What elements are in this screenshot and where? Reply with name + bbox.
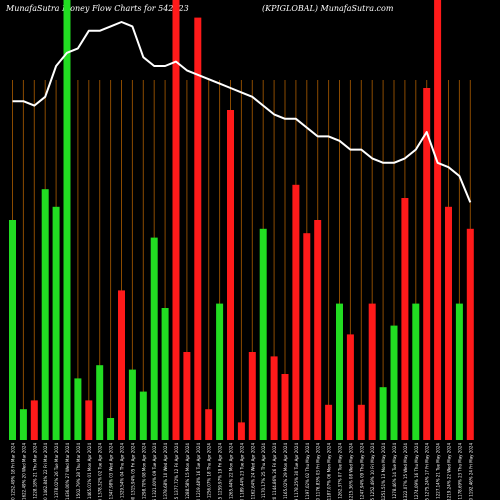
money-flow-bar: [19, 409, 27, 440]
money-flow-bar: [445, 206, 452, 440]
money-flow-bar: [259, 228, 267, 440]
x-tick-label: 489.15 1288.58% 15 Mon Apr 2024: [185, 443, 190, 500]
money-flow-bar: [9, 220, 16, 440]
chart-title-left: MunafaSutra Money Flow Charts for 542323: [6, 4, 189, 13]
money-flow-bar: [270, 356, 278, 440]
x-tick-label: 426.35 1275.24% 17 Fri May 2024: [425, 443, 430, 500]
x-tick-label: 421.55 1215.36% 08 Wed May 2024: [348, 443, 353, 500]
money-flow-bar: [139, 391, 147, 440]
x-tick-label: 426.90 1622.49% 20 Wed Mar 2024: [21, 443, 26, 500]
money-flow-bar: [303, 233, 311, 440]
x-tick-label: 410.70 1252.49% 18 Fri Mar 2024: [11, 443, 16, 500]
money-flow-bar: [292, 184, 300, 440]
bars-layer: [9, 0, 474, 440]
money-flow-bar: [183, 352, 191, 440]
money-flow-bar: [41, 189, 49, 440]
x-tick-label: 504.95 1378.02% 26 Tue Mar 2024: [54, 443, 59, 500]
money-flow-bar: [74, 378, 82, 440]
x-tick-label: 473.00 1189.44% 23 Tue Apr 2024: [239, 443, 244, 500]
money-flow-bar: [107, 418, 115, 440]
money-flow-bar: [248, 352, 256, 440]
x-tick-label: 384.30 1227.14% 21 Tue May 2024: [436, 443, 441, 500]
x-tick-label: 552.20 1378.68% 10 Wed Apr 2024: [163, 443, 168, 500]
money-flow-bar: [128, 369, 136, 440]
money-flow-bar: [455, 303, 463, 440]
x-tick-labels: 410.70 1252.49% 18 Fri Mar 2024 426.90 16…: [11, 443, 474, 500]
money-flow-bar: [96, 365, 104, 440]
money-flow-bar: [205, 409, 213, 440]
money-flow-bar: [161, 308, 169, 440]
x-tick-label: 458.49 1178.25% 30 Tue Apr 2024: [294, 443, 299, 500]
x-tick-label: 431.20 1278.46% 14 Tue May 2024: [392, 443, 397, 500]
x-tick-label: 593.10 1502.79% 28 Thu Mar 2024: [76, 443, 81, 500]
x-tick-label: 448.39 1322.07% 15 Wed May 2024: [403, 443, 408, 500]
money-flow-bar: [466, 228, 474, 440]
money-flow-bar: [346, 334, 354, 440]
money-flow-bar: [434, 0, 442, 440]
x-tick-label: 376.40 1192.46% 24 Fri May 2024: [468, 443, 473, 500]
x-tick-label: 421.75 1252.49% 10 Fri May 2024: [370, 443, 375, 500]
x-tick-label: 521.15 1377.72% 12 Fri Apr 2024: [174, 443, 179, 500]
x-tick-label: 426.00 1228.18% 21 Thu Mar 2024: [32, 443, 37, 500]
x-tick-label: 591.30 1465.01% 01 Mon Apr 2024: [87, 443, 92, 500]
x-tick-label: 475.50 1462.84% 22 Fri Mar 2024: [43, 443, 48, 500]
x-tick-label: 413.40 1251.51% 13 Mon May 2024: [381, 443, 386, 500]
x-tick-label: 448.28 1187.07% 06 Mon May 2024: [327, 443, 332, 500]
x-tick-label: 464.20 1144.86% 26 Fri Apr 2024: [272, 443, 277, 500]
x-tick-label: 450.50 1176.83% 03 Fri May 2024: [316, 443, 321, 500]
money-flow-bar: [281, 374, 289, 440]
money-flow-bar: [368, 303, 376, 440]
price-line: [12, 21, 472, 203]
money-flow-bar: [194, 17, 202, 440]
x-tick-label: 558.70 1347.98% 03 Wed Apr 2024: [109, 443, 114, 500]
money-flow-bar: [85, 400, 93, 440]
x-tick-label: 435.25 1262.37% 07 Tue May 2024: [338, 443, 343, 500]
money-flow-bar: [336, 303, 343, 440]
money-flow-bar: [412, 303, 420, 440]
money-flow-bar: [423, 88, 431, 440]
line-layer: [12, 21, 472, 203]
money-flow-bar: [314, 220, 322, 440]
x-tick-label: 516.00 1436.00% 27 Wed Mar 2024: [65, 443, 70, 500]
x-tick-label: 479.85 1265.44% 22 Mon Apr 2024: [229, 443, 234, 500]
x-tick-label: 386.75 1219.24% 22 Wed May 2024: [447, 443, 452, 500]
money-flow-bar: [172, 0, 180, 440]
x-tick-label: 459.48 1165.02% 29 Mon Apr 2024: [283, 443, 288, 500]
money-flow-bar: [357, 404, 365, 440]
money-flow-bar: [325, 404, 333, 440]
x-tick-label: 553.00 1315.94% 05 Fri Apr 2024: [130, 443, 135, 500]
money-flow-bar: [401, 198, 409, 440]
x-tick-label: 379.00 1178.69% 23 Thu May 2024: [457, 443, 462, 500]
x-tick-label: 473.90 1219.48% 16 Tue Apr 2024: [196, 443, 201, 500]
x-tick-label: 552.40 1329.54% 04 Thu Apr 2024: [120, 443, 125, 500]
x-tick-label: 469.30 1162.64% 24 Wed Apr 2024: [250, 443, 255, 500]
x-tick-label: 546.35 1321.00% 09 Tue Apr 2024: [152, 443, 157, 500]
money-flow-bar: [52, 206, 60, 440]
money-flow-bar: [237, 422, 245, 440]
money-flow-bar: [216, 303, 224, 440]
x-tick-label: 477.15 1259.97% 19 Fri Apr 2024: [218, 443, 223, 500]
money-flow-bar: [30, 400, 38, 440]
money-flow-bar: [379, 387, 387, 440]
x-tick-label: 466.95 1170.17% 25 Thu Apr 2024: [261, 443, 266, 500]
money-flow-bar: [390, 325, 398, 440]
chart-title-right: (KPIGLOBAL) MunafaSutra.com: [262, 4, 394, 13]
money-flow-bar: [63, 0, 71, 440]
x-tick-label: 455.25 1197.02% 02 Thu May 2024: [305, 443, 310, 500]
money-flow-bar: [227, 110, 234, 440]
money-flow-bar: [118, 290, 125, 440]
x-tick-label: 431.25 1247.94% 09 Thu May 2024: [359, 443, 364, 500]
x-tick-label: 476.45 1256.07% 18 Thu Apr 2024: [207, 443, 212, 500]
x-tick-label: 438.50 1274.09% 16 Thu May 2024: [414, 443, 419, 500]
x-tick-label: 576.85 1378.32% 02 Tue Apr 2024: [98, 443, 103, 500]
money-flow-bar: [150, 237, 158, 440]
x-tick-label: 542.35 1298.70% 08 Mon Apr 2024: [141, 443, 146, 500]
